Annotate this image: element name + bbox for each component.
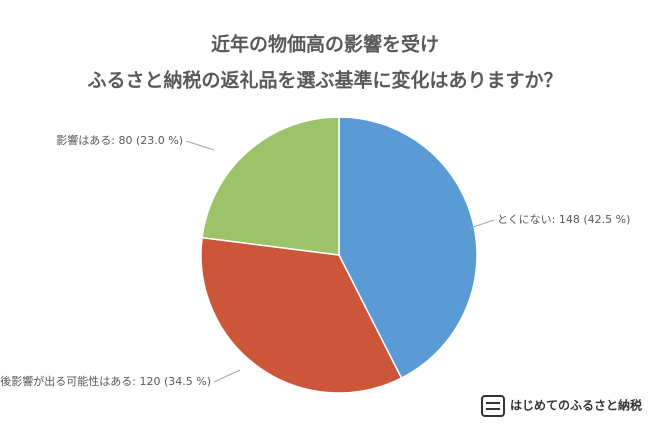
leader-line <box>469 219 495 229</box>
chart-title: 近年の物価高の影響を受け <box>211 33 439 56</box>
pie-slice <box>200 236 403 394</box>
data-label: 今後影響が出る可能性はある: 120 (34.5 %) <box>0 374 211 388</box>
pie <box>200 116 478 394</box>
logo-icon <box>481 395 505 417</box>
logo-text: はじめてのふるさと納税 <box>510 398 642 413</box>
chart-title: ふるさと納税の返礼品を選ぶ基準に変化はありますか？ <box>87 69 562 92</box>
data-label: とくにない: 148 (42.5 %) <box>497 213 630 226</box>
leader-line <box>185 140 215 151</box>
pie-slice <box>338 116 478 380</box>
pie-slice <box>201 116 340 256</box>
logo: はじめてのふるさと納税 <box>481 395 642 417</box>
leader-line <box>213 369 241 383</box>
data-label: 影響はある: 80 (23.0 %) <box>56 133 183 147</box>
